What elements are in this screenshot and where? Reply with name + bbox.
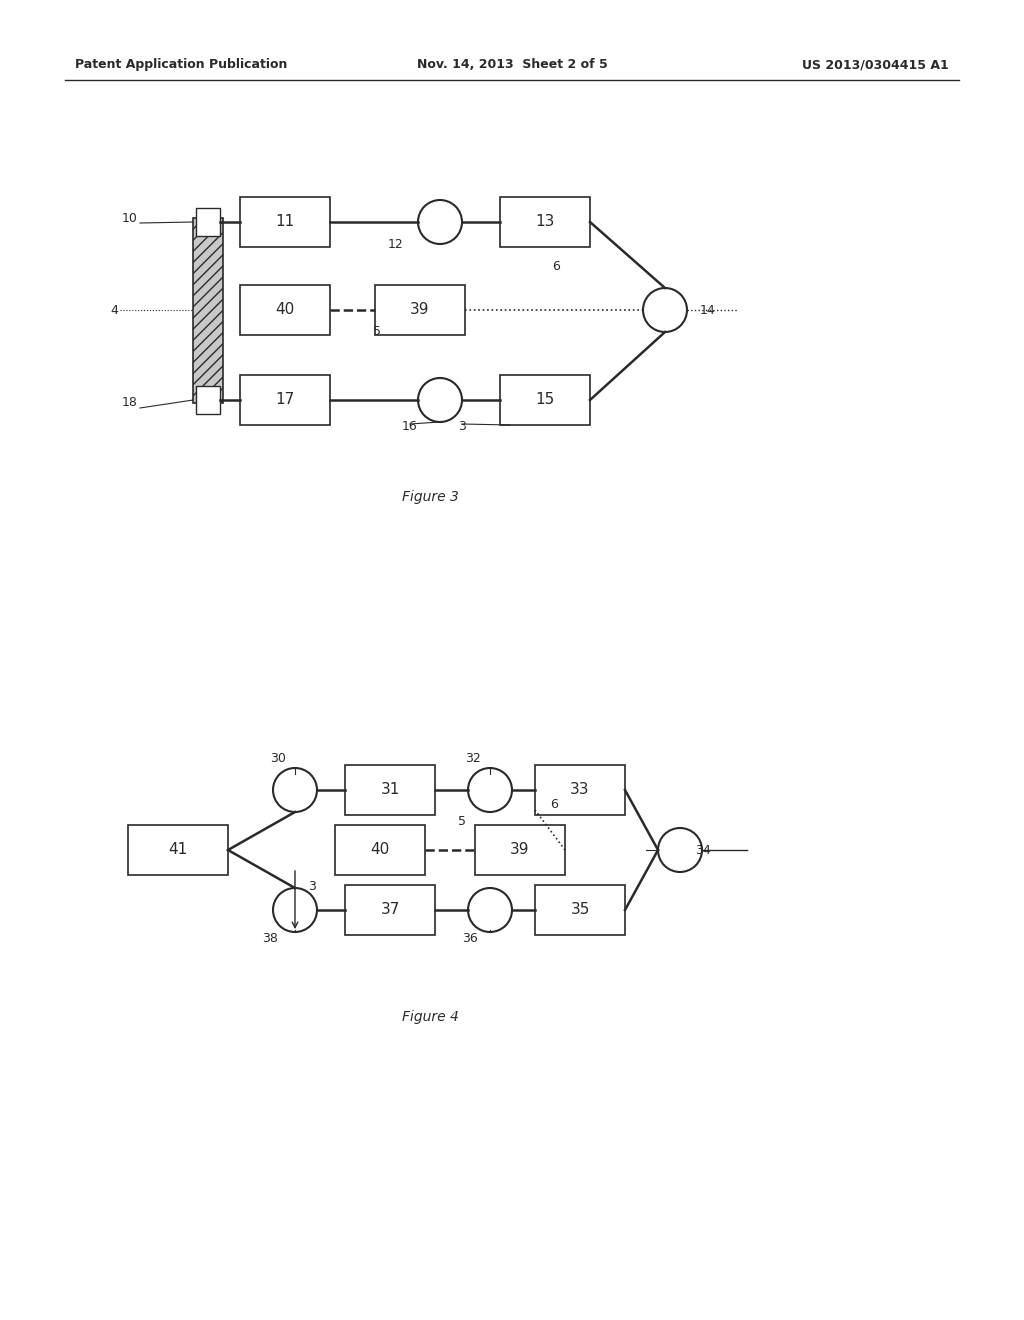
- Text: 38: 38: [262, 932, 278, 945]
- Text: 3: 3: [458, 420, 466, 433]
- Bar: [500, 197, 590, 247]
- Text: 5: 5: [373, 325, 381, 338]
- Bar: [240, 197, 330, 247]
- Text: 36: 36: [462, 932, 478, 945]
- Bar: [345, 766, 435, 814]
- Text: 34: 34: [695, 843, 711, 857]
- Text: 13: 13: [536, 214, 555, 230]
- Bar: [128, 825, 228, 875]
- Circle shape: [658, 828, 702, 873]
- Text: 37: 37: [380, 903, 399, 917]
- Text: Figure 3: Figure 3: [401, 490, 459, 504]
- Text: 5: 5: [458, 814, 466, 828]
- Text: 33: 33: [570, 783, 590, 797]
- Bar: [535, 766, 625, 814]
- Text: 6: 6: [552, 260, 560, 273]
- Text: 39: 39: [411, 302, 430, 318]
- Text: 10: 10: [122, 211, 138, 224]
- Circle shape: [418, 201, 462, 244]
- Text: 4: 4: [111, 304, 118, 317]
- Circle shape: [468, 888, 512, 932]
- Text: 11: 11: [275, 214, 295, 230]
- Text: 35: 35: [570, 903, 590, 917]
- Circle shape: [273, 768, 317, 812]
- Text: 30: 30: [270, 752, 286, 766]
- Text: 3: 3: [308, 880, 315, 894]
- Text: 18: 18: [122, 396, 138, 409]
- Text: 16: 16: [402, 420, 418, 433]
- Text: US 2013/0304415 A1: US 2013/0304415 A1: [802, 58, 949, 71]
- Text: Nov. 14, 2013  Sheet 2 of 5: Nov. 14, 2013 Sheet 2 of 5: [417, 58, 607, 71]
- Bar: [196, 209, 220, 236]
- Circle shape: [273, 888, 317, 932]
- Circle shape: [643, 288, 687, 333]
- Text: 6: 6: [550, 799, 558, 810]
- Text: 39: 39: [510, 842, 529, 858]
- Text: 14: 14: [700, 304, 716, 317]
- Text: 41: 41: [168, 842, 187, 858]
- Text: 32: 32: [465, 752, 481, 766]
- Text: Figure 4: Figure 4: [401, 1010, 459, 1024]
- Bar: [193, 218, 223, 403]
- Text: 40: 40: [371, 842, 389, 858]
- Text: Patent Application Publication: Patent Application Publication: [75, 58, 288, 71]
- Text: 15: 15: [536, 392, 555, 408]
- Bar: [375, 285, 465, 335]
- Text: 12: 12: [388, 238, 403, 251]
- Bar: [196, 385, 220, 414]
- Circle shape: [468, 768, 512, 812]
- Text: 17: 17: [275, 392, 295, 408]
- Bar: [475, 825, 565, 875]
- Bar: [535, 884, 625, 935]
- Bar: [240, 375, 330, 425]
- Bar: [335, 825, 425, 875]
- Bar: [345, 884, 435, 935]
- Text: 40: 40: [275, 302, 295, 318]
- Bar: [240, 285, 330, 335]
- Text: 31: 31: [380, 783, 399, 797]
- Bar: [500, 375, 590, 425]
- Circle shape: [418, 378, 462, 422]
